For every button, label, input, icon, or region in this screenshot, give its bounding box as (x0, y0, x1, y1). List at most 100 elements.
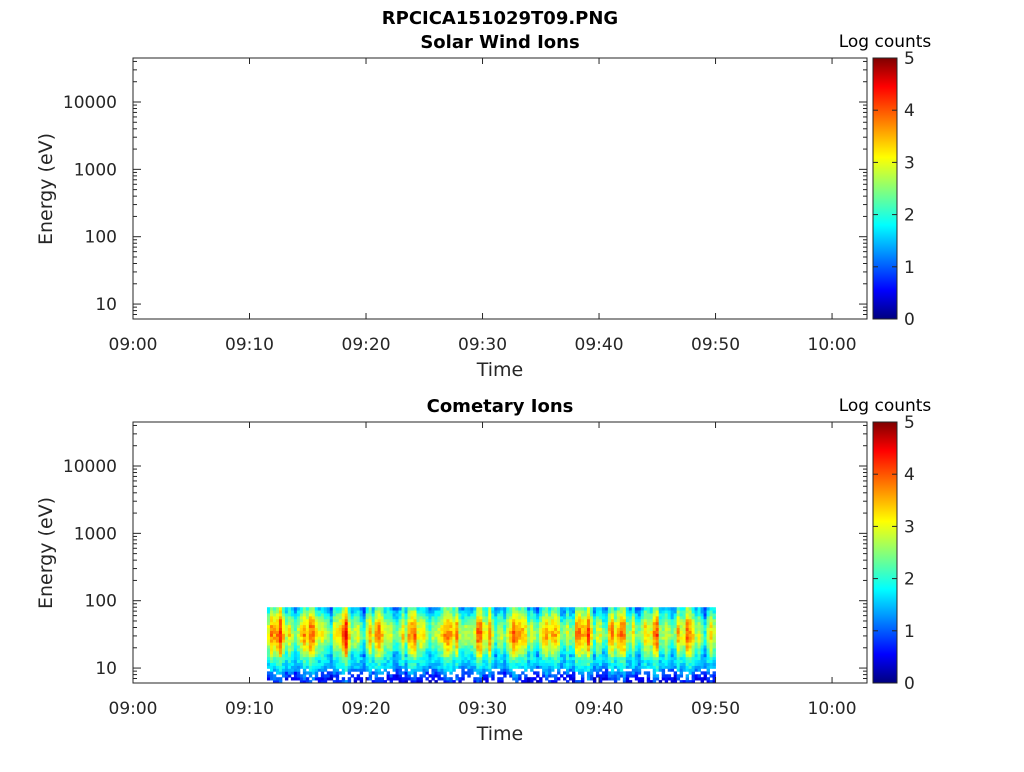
heatmap-cell (518, 610, 522, 614)
heatmap-cell (446, 639, 450, 643)
heatmap-cell (646, 627, 651, 631)
heatmap-cell (625, 621, 630, 626)
heatmap-cell (545, 636, 549, 640)
heatmap-cell (497, 624, 501, 629)
heatmap-cell (365, 621, 370, 626)
heatmap-cell (308, 668, 313, 672)
heatmap-cell (329, 677, 334, 681)
heatmap-cell (269, 656, 274, 661)
heatmap-cell (347, 618, 352, 623)
heatmap-cell (287, 636, 292, 640)
heatmap-cell (332, 645, 337, 649)
heatmap-cell (380, 636, 385, 640)
heatmap-cell (589, 618, 594, 623)
heatmap-cell (275, 650, 280, 655)
heatmap-cell (446, 607, 450, 611)
heatmap-cell (569, 668, 573, 672)
heatmap-cell (539, 642, 543, 646)
heatmap-cell (479, 630, 483, 634)
heatmap-cell (479, 659, 483, 663)
heatmap-cell (631, 639, 636, 643)
heatmap-cell (470, 633, 474, 637)
heatmap-cell (275, 668, 280, 672)
heatmap-cell (512, 642, 516, 646)
heatmap-cell (694, 627, 698, 631)
heatmap-cell (335, 677, 340, 681)
heatmap-cell (643, 610, 648, 614)
heatmap-cell (410, 615, 414, 620)
heatmap-cell (368, 636, 373, 640)
heatmap-cell (314, 665, 319, 669)
heatmap-cell (398, 659, 402, 663)
heatmap-cell (688, 627, 693, 631)
heatmap-cell (685, 610, 690, 614)
heatmap-cell (622, 613, 627, 617)
heatmap-cell (551, 639, 555, 643)
heatmap-cell (326, 674, 331, 678)
heatmap-cell (703, 633, 707, 637)
heatmap-cell (613, 610, 618, 614)
heatmap-cell (479, 636, 483, 640)
heatmap-cell (598, 618, 603, 623)
heatmap-cell (362, 615, 367, 620)
heatmap-cell (317, 624, 322, 629)
heatmap-cell (476, 630, 480, 634)
heatmap-cell (278, 613, 283, 617)
heatmap-cell (452, 624, 456, 629)
heatmap-cell (440, 653, 444, 658)
heatmap-cell (383, 636, 387, 640)
heatmap-cell (302, 615, 307, 620)
heatmap-cell (467, 671, 471, 675)
heatmap-cell (404, 621, 408, 626)
heatmap-cell (305, 607, 310, 611)
heatmap-cell (566, 627, 570, 631)
heatmap-cell (452, 630, 456, 634)
heatmap-cell (320, 665, 325, 669)
heatmap-cell (604, 645, 609, 649)
heatmap-cell (308, 656, 313, 661)
heatmap-cell (272, 662, 277, 666)
heatmap-cell (404, 668, 408, 672)
heatmap-cell (667, 618, 672, 623)
heatmap-cell (440, 624, 444, 629)
heatmap-cell (341, 668, 346, 672)
heatmap-cell (497, 610, 501, 614)
heatmap-cell (649, 621, 654, 626)
heatmap-cell (533, 630, 537, 634)
heatmap-cell (512, 633, 516, 637)
heatmap-cell (314, 656, 319, 661)
heatmap-cell (290, 607, 295, 611)
heatmap-cell (709, 630, 713, 634)
heatmap-cell (497, 659, 501, 663)
heatmap-cell (709, 636, 713, 640)
heatmap-cell (347, 645, 352, 649)
heatmap-cell (691, 674, 696, 678)
heatmap-cell (679, 674, 684, 678)
heatmap-cell (389, 653, 393, 658)
heatmap-cell (425, 665, 429, 669)
heatmap-cell (613, 618, 618, 623)
heatmap-cell (551, 674, 555, 678)
heatmap-cell (539, 613, 543, 617)
heatmap-cell (488, 633, 492, 637)
heatmap-cell (694, 668, 698, 672)
heatmap-cell (281, 659, 286, 663)
heatmap-cell (604, 639, 609, 643)
heatmap-cell (607, 648, 612, 652)
heatmap-cell (703, 648, 707, 652)
heatmap-cell (557, 621, 561, 626)
heatmap-cell (455, 630, 459, 634)
heatmap-cell (706, 668, 710, 672)
heatmap-cell (655, 677, 660, 681)
heatmap-cell (664, 677, 669, 681)
heatmap-cell (473, 618, 477, 623)
heatmap-cell (655, 650, 660, 655)
heatmap-cell (539, 662, 543, 666)
heatmap-cell (287, 618, 292, 623)
heatmap-cell (380, 645, 385, 649)
heatmap-cell (473, 615, 477, 620)
heatmap-cell (455, 610, 459, 614)
heatmap-cell (440, 627, 444, 631)
heatmap-cell (332, 665, 337, 669)
heatmap-cell (586, 645, 591, 649)
